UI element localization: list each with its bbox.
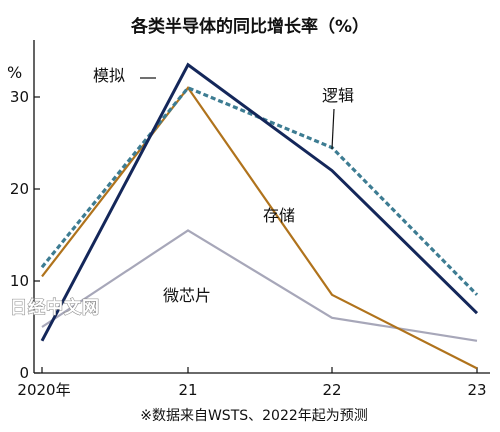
series-label-logic: 逻辑 (322, 86, 354, 105)
source-note: ※数据来自WSTS、2022年起为预测 (140, 408, 368, 424)
series-label-memory: 存储 (263, 206, 295, 225)
watermark: 日经中文网 (10, 297, 100, 318)
series-label-microchip: 微芯片 (163, 286, 211, 305)
label-leader-logic (331, 108, 335, 150)
y-axis-label: % (7, 63, 22, 82)
series-line-microchip (41, 229, 478, 342)
series-label-analog: 模拟 (93, 66, 125, 85)
series-line-analog (40, 62, 479, 342)
x-tick-label: 23 (467, 381, 486, 399)
x-tick-label: 22 (322, 381, 341, 399)
x-tick-label: 21 (178, 381, 197, 399)
series-line-memory (41, 85, 478, 370)
y-tick-label: 30 (10, 88, 29, 106)
series-line-logic (40, 85, 479, 296)
x-tick-label: 2020年 (17, 381, 70, 399)
y-tick-label: 0 (19, 364, 29, 382)
y-tick-label: 20 (10, 180, 29, 198)
chart-title: 各类半导体的同比增长率（%） (130, 16, 369, 37)
y-tick-label: 10 (10, 272, 29, 290)
